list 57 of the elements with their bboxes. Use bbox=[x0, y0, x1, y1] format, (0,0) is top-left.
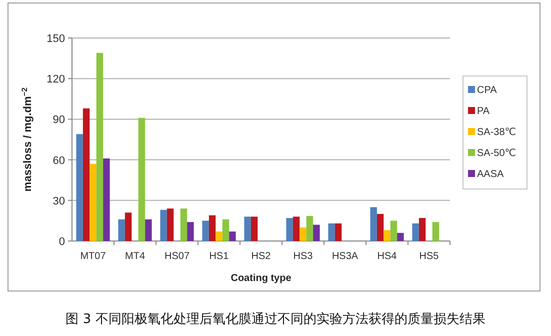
bar bbox=[286, 218, 293, 241]
y-tick-label: 30 bbox=[52, 195, 65, 208]
bar bbox=[384, 230, 390, 241]
x-tick-label: MT07 bbox=[80, 251, 106, 262]
legend-label: SA-38℃ bbox=[477, 127, 516, 138]
bar bbox=[103, 158, 110, 241]
bar bbox=[166, 208, 174, 241]
bar bbox=[187, 222, 194, 241]
legend-label: PA bbox=[477, 106, 490, 117]
bar bbox=[124, 212, 132, 241]
bar bbox=[145, 219, 152, 241]
legend-label: CPA bbox=[477, 85, 498, 96]
bar bbox=[160, 210, 167, 241]
bar bbox=[96, 52, 104, 241]
bar bbox=[300, 227, 306, 241]
x-tick-label: HS2 bbox=[251, 251, 272, 262]
bar bbox=[418, 218, 426, 241]
y-tick-label: 120 bbox=[46, 74, 65, 86]
bar bbox=[180, 208, 188, 241]
bar bbox=[334, 223, 342, 241]
bar bbox=[229, 232, 236, 241]
x-tick-label: HS5 bbox=[419, 251, 440, 262]
x-tick-label: HS4 bbox=[377, 251, 398, 262]
x-tick-label: MT4 bbox=[125, 251, 146, 262]
bar bbox=[397, 232, 404, 241]
legend-label: SA-50℃ bbox=[477, 148, 516, 159]
bar bbox=[412, 223, 419, 241]
bar bbox=[222, 219, 230, 241]
y-tick-label: 150 bbox=[46, 33, 65, 45]
bar bbox=[370, 207, 377, 241]
bar bbox=[250, 216, 258, 241]
x-tick-label: HS3 bbox=[293, 251, 314, 262]
bar bbox=[292, 216, 300, 241]
caption: 图 3 不同阳极氧化处理后氧化膜通过不同的实验方法获得的质量损失结果 bbox=[66, 311, 486, 327]
bar bbox=[376, 214, 384, 241]
x-tick-label: HS07 bbox=[164, 251, 190, 262]
bar bbox=[202, 220, 209, 241]
x-tick-label: HS3A bbox=[332, 251, 358, 262]
bar bbox=[82, 108, 90, 241]
x-tick-label: HS1 bbox=[209, 251, 230, 262]
bar bbox=[306, 216, 314, 241]
bar bbox=[76, 134, 83, 241]
y-tick-label: 60 bbox=[52, 154, 65, 167]
y-tick-label: 90 bbox=[52, 114, 65, 126]
bar bbox=[313, 224, 320, 241]
bar bbox=[208, 215, 216, 241]
x-axis-title: Coating type bbox=[230, 273, 292, 284]
bar bbox=[216, 232, 222, 241]
bar bbox=[138, 118, 146, 241]
bar bbox=[328, 223, 335, 241]
bar bbox=[244, 216, 251, 241]
bar bbox=[432, 222, 440, 241]
bar bbox=[118, 219, 125, 241]
bar bbox=[390, 220, 398, 241]
y-tick-label: 0 bbox=[58, 236, 65, 248]
bar bbox=[90, 164, 96, 241]
legend-label: AASA bbox=[477, 169, 504, 180]
